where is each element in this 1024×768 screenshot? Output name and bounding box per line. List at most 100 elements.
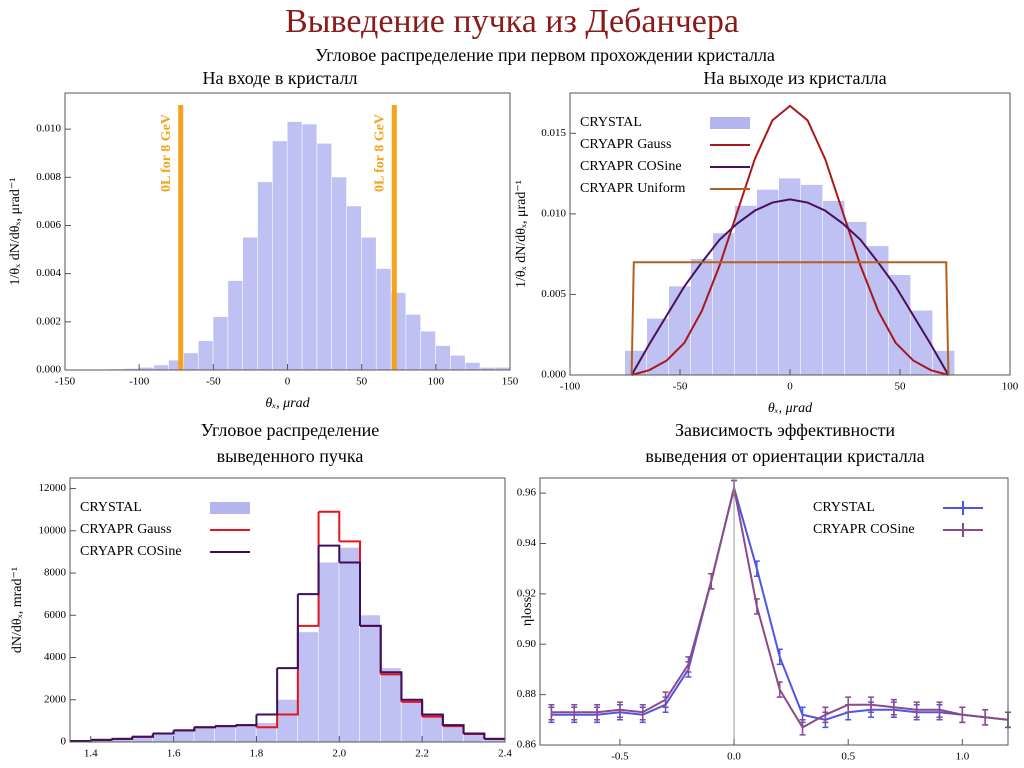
- error-bar: [548, 703, 555, 721]
- y-tick-label: 0.92: [517, 587, 536, 599]
- step-segment: [318, 544, 341, 563]
- histogram-bar: [435, 345, 451, 370]
- series-line: [631, 104, 949, 376]
- panel-title: выведения от ориентации кристалла: [645, 446, 924, 466]
- histogram-bar: [823, 200, 845, 375]
- error-bar: [868, 696, 875, 714]
- y-tick-label: 0.008: [36, 171, 61, 183]
- histogram-bar: [198, 341, 213, 370]
- histogram-bar: [132, 736, 153, 742]
- x-tick-label: 1.6: [167, 748, 181, 760]
- error-bar: [662, 691, 669, 708]
- histogram-bar: [173, 730, 194, 742]
- panel-title: Зависимость эффективности: [675, 420, 895, 440]
- y-tick-label: 6000: [44, 609, 67, 621]
- step-segment: [194, 726, 216, 729]
- histogram-bar: [302, 124, 317, 370]
- error-bar: [594, 703, 601, 721]
- y-tick-label: 10000: [39, 524, 67, 536]
- error-bar: [685, 656, 692, 673]
- error-bar: [639, 703, 646, 721]
- y-axis-label: 1/θₓ dN/dθₓ, μrad⁻¹: [514, 180, 529, 288]
- y-tick-label: 0.88: [517, 688, 537, 700]
- x-tick-label: 0: [787, 381, 793, 393]
- legend-label: CRYSTAL: [80, 500, 142, 515]
- legend-label: CRYAPR COSine: [813, 522, 915, 537]
- error-bar: [959, 706, 966, 724]
- step-segment: [235, 714, 258, 727]
- y-axis-label: ηloss: [520, 597, 535, 626]
- y-tick-label: 4000: [44, 651, 67, 663]
- annotation: 0L for 8 GeV: [373, 114, 388, 192]
- y-tick-label: 12000: [39, 482, 67, 494]
- x-tick-label: 100: [428, 376, 445, 388]
- histogram-bar: [421, 331, 436, 370]
- x-tick-label: 2.2: [415, 748, 429, 760]
- step-segment: [318, 510, 341, 542]
- histogram-bar: [779, 178, 801, 375]
- error-bar: [845, 696, 852, 714]
- x-tick-label: -100: [560, 381, 581, 393]
- panel-title: Угловое распределение: [201, 420, 379, 440]
- histogram-bar: [339, 547, 360, 742]
- histogram-bar: [480, 367, 495, 370]
- error-bar: [776, 681, 783, 698]
- histogram-bar: [757, 189, 779, 375]
- step-segment: [422, 713, 444, 726]
- step-segment: [152, 730, 175, 735]
- x-tick-label: -100: [129, 376, 150, 388]
- x-tick-label: 1.4: [84, 748, 98, 760]
- step-segment: [380, 671, 403, 700]
- step-segment: [215, 725, 237, 728]
- histogram-bar: [124, 368, 139, 370]
- x-tick-label: 0.0: [727, 751, 741, 763]
- histogram-bar: [90, 739, 111, 742]
- histogram-bar: [911, 310, 933, 375]
- legend-label: CRYAPR COSine: [80, 544, 182, 559]
- histogram-bar: [463, 733, 484, 742]
- y-tick-label: 0.015: [541, 127, 566, 139]
- histogram-bar: [215, 726, 236, 742]
- step-segment: [173, 727, 196, 732]
- error-bar: [708, 572, 715, 590]
- histogram-bar: [257, 182, 273, 370]
- legend-swatch: [210, 502, 250, 514]
- annotation: 0L for 8 GeV: [159, 114, 174, 192]
- histogram-bar: [450, 355, 465, 370]
- histogram-bar: [735, 205, 757, 375]
- histogram-bar: [154, 365, 169, 370]
- plot-frame: [69, 477, 506, 743]
- histogram-bar: [297, 632, 318, 742]
- histogram-bar: [484, 738, 505, 742]
- step-segment: [339, 561, 361, 626]
- legend-label: CRYAPR COSine: [580, 159, 682, 174]
- series-line: [630, 198, 950, 376]
- legend-label: CRYAPR Gauss: [80, 522, 171, 537]
- error-bar: [913, 701, 920, 719]
- legend-label: CRYAPR Gauss: [580, 137, 671, 152]
- x-tick-label: 2.4: [498, 748, 512, 760]
- histogram-bar: [465, 362, 480, 370]
- histogram-bar: [317, 143, 332, 370]
- histogram-bar: [168, 360, 184, 370]
- step-segment: [442, 724, 465, 734]
- error-bar: [936, 701, 943, 719]
- histogram-bar: [346, 206, 362, 370]
- y-tick-label: 0.000: [541, 369, 566, 381]
- error-bar: [822, 706, 829, 724]
- error-bar: [890, 698, 897, 716]
- histogram-bar: [361, 237, 376, 370]
- y-tick-label: 0.004: [36, 267, 61, 279]
- step-segment: [297, 545, 320, 596]
- histogram-bar: [376, 268, 391, 370]
- step-segment: [256, 714, 279, 729]
- slide-subtitle: Угловое распределение при первом прохожд…: [315, 45, 775, 65]
- histogram-bar: [213, 317, 228, 370]
- step-segment: [70, 739, 92, 742]
- y-tick-label: 0.005: [541, 288, 566, 300]
- y-tick-label: 0.002: [36, 315, 61, 327]
- y-tick-label: 0.006: [36, 219, 61, 231]
- step-segment: [277, 594, 299, 670]
